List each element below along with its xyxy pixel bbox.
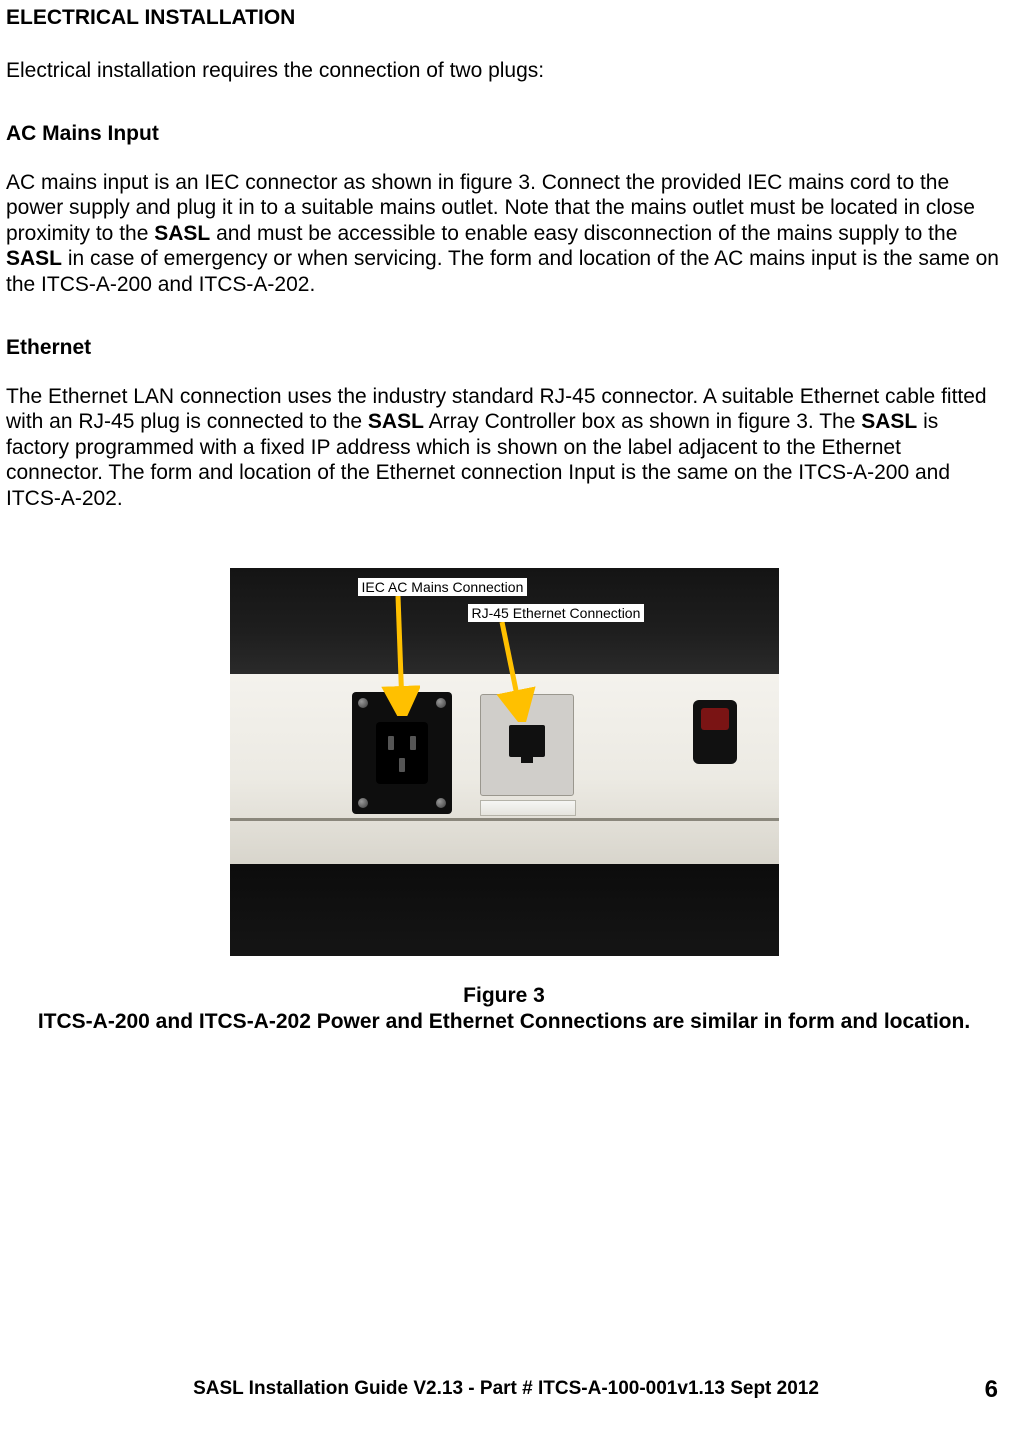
figure-container: IEC AC Mains Connection RJ-45 Ethernet C… xyxy=(6,568,1002,1036)
intro-paragraph: Electrical installation requires the con… xyxy=(6,58,1002,84)
eth-bold-1: SASL xyxy=(368,410,424,433)
eth-text-2: Array Controller box as shown in figure … xyxy=(424,410,861,433)
document-page: ELECTRICAL INSTALLATION Electrical insta… xyxy=(0,6,1012,1444)
callout-rj45: RJ-45 Ethernet Connection xyxy=(468,604,645,622)
eth-bold-2: SASL xyxy=(861,410,917,433)
heading-ac-mains: AC Mains Input xyxy=(6,122,1002,146)
footer-text: SASL Installation Guide V2.13 - Part # I… xyxy=(0,1378,1012,1400)
ethernet-paragraph: The Ethernet LAN connection uses the ind… xyxy=(6,384,1002,512)
ac-text-3: in case of emergency or when servicing. … xyxy=(6,247,999,296)
ac-bold-2: SASL xyxy=(6,247,62,270)
ac-text-2: and must be accessible to enable easy di… xyxy=(210,222,957,245)
caption-line-1: Figure 3 xyxy=(10,983,998,1009)
arrow-iec-icon xyxy=(380,596,420,716)
ac-mains-paragraph: AC mains input is an IEC connector as sh… xyxy=(6,170,1002,298)
figure-3-image: IEC AC Mains Connection RJ-45 Ethernet C… xyxy=(230,568,779,956)
power-switch-icon xyxy=(693,700,737,764)
arrow-rj45-icon xyxy=(488,622,538,722)
page-number: 6 xyxy=(985,1376,998,1404)
ac-bold-1: SASL xyxy=(154,222,210,245)
heading-ethernet: Ethernet xyxy=(6,336,1002,360)
figure-caption: Figure 3 ITCS-A-200 and ITCS-A-202 Power… xyxy=(6,983,1002,1036)
ip-label-sticker xyxy=(480,800,576,816)
callout-iec: IEC AC Mains Connection xyxy=(358,578,528,596)
caption-line-2: ITCS-A-200 and ITCS-A-202 Power and Ethe… xyxy=(10,1009,998,1035)
heading-main: ELECTRICAL INSTALLATION xyxy=(6,6,1002,30)
